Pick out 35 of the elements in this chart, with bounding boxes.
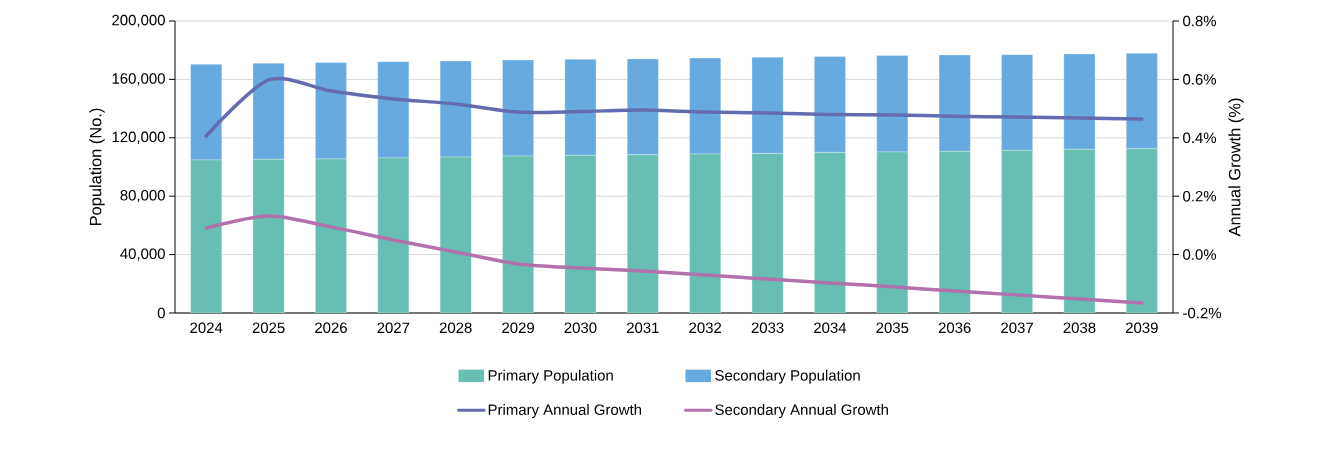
x-tick-label: 2039: [1125, 322, 1158, 334]
y-axis-title: Population (No.): [89, 108, 105, 226]
y2-tick-label: 0.8%: [1183, 15, 1217, 27]
y2-tick-label: 0.2%: [1183, 190, 1217, 202]
y-tick-label: 160,000: [112, 73, 165, 86]
x-tick-label: 2026: [315, 322, 347, 334]
y-tick-label: 120,000: [112, 131, 165, 144]
legend-label: Primary Annual Growth: [488, 404, 642, 418]
y2-tick-label: 0.6%: [1183, 74, 1217, 85]
x-tick-label: 2028: [439, 322, 472, 334]
y-tick-label: 80,000: [120, 190, 165, 203]
legend-label: Secondary Annual Growth: [715, 404, 888, 418]
x-tick-label: 2027: [377, 322, 410, 334]
x-tick-label: 2030: [564, 322, 597, 334]
line-series: [204, 214, 1144, 305]
x-tick-label: 2037: [1001, 322, 1033, 334]
x-tick-label: 2038: [1063, 322, 1096, 334]
legend-label: Secondary Population: [715, 369, 860, 384]
x-tick-label: 2029: [502, 322, 534, 334]
y2-tick-label: 0.0%: [1183, 249, 1217, 260]
x-tick-label: 2036: [938, 322, 971, 334]
x-tick-label: 2032: [689, 322, 722, 334]
x-tick-label: 2025: [252, 322, 285, 334]
y-tick-label: 200,000: [112, 14, 165, 28]
y2-tick-label: -0.2%: [1183, 307, 1222, 319]
y2-axis-title: Annual Growth (%): [1228, 98, 1244, 237]
x-tick-label: 2034: [814, 322, 847, 334]
y-tick-label: 40,000: [120, 248, 165, 261]
x-tick-label: 2033: [751, 322, 784, 334]
x-tick-label: 2035: [876, 322, 909, 334]
y-tick-label: 0: [157, 307, 165, 319]
y2-tick-label: 0.4%: [1183, 132, 1217, 144]
legend-label: Primary Population: [488, 369, 613, 384]
x-tick-label: 2031: [626, 322, 659, 334]
x-tick-label: 2024: [190, 322, 223, 334]
